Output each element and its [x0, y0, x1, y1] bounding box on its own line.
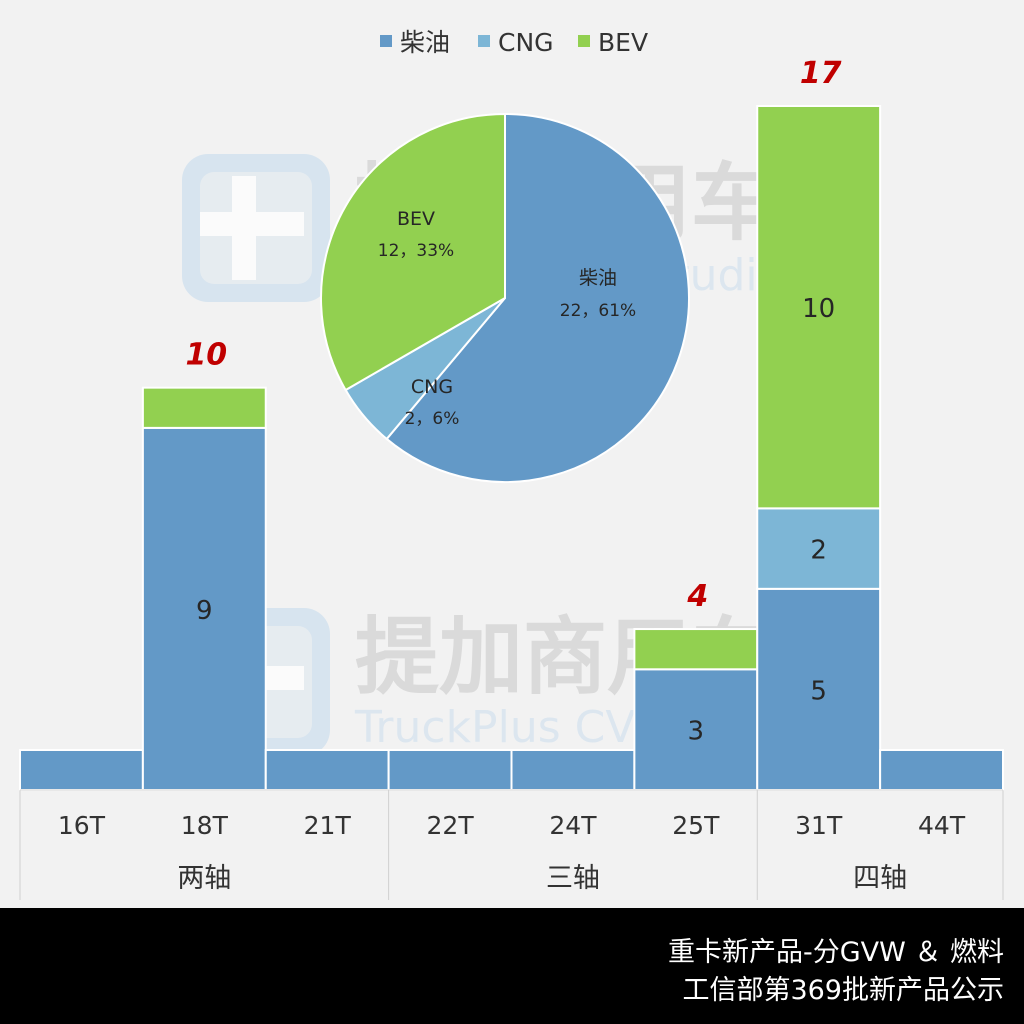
pie-chart: 柴油 22，61% CNG 2，6% BEV 12，33%	[320, 112, 690, 483]
footer-title: 重卡新产品-分GVW ＆ 燃料	[668, 937, 1004, 968]
pie-label-name-BEV: BEV	[397, 208, 435, 230]
group-label-2: 四轴	[853, 863, 907, 894]
legend-swatch-1	[478, 35, 490, 47]
total-label-25T: 4	[686, 579, 708, 614]
bar-segment-31T-BEV	[756, 105, 882, 510]
chart-canvas: 提加商用车 TruckPlus CV studio 提加商用车 TruckPlu…	[19, 28, 1004, 900]
bar-empty-44T	[879, 749, 1004, 791]
pie-slice-BEV	[320, 112, 506, 392]
pie-slice-柴油	[385, 112, 690, 483]
data-label-31T-CNG: 2	[810, 536, 827, 566]
data-label-31T-BEV: 10	[802, 294, 835, 324]
bar-segment-25T-BEV	[633, 628, 759, 671]
tick-label-18T: 18T	[181, 811, 229, 840]
tick-label-21T: 21T	[304, 811, 352, 840]
total-label-18T: 10	[185, 338, 227, 373]
bar-empty-16T	[19, 749, 144, 791]
pie-label-name-柴油: 柴油	[579, 267, 617, 289]
group-label-0: 两轴	[177, 863, 231, 894]
bar-plot: 9 10 3 4 5 2 10 17	[19, 56, 1004, 792]
bar-segment-31T-CNG	[756, 507, 882, 590]
chart-legend: 柴油 CNG BEV	[380, 28, 648, 57]
tick-label-25T: 25T	[672, 811, 720, 840]
x-axis: 16T 18T 21T 22T 24T 25T 31T 44T 两轴 三轴 四轴	[19, 789, 1004, 900]
group-label-1: 三轴	[546, 863, 600, 894]
bar-empty-22T	[387, 749, 513, 791]
footer-subtitle: 工信部第369批新产品公示	[682, 975, 1004, 1006]
legend-label-0: 柴油	[400, 28, 450, 57]
total-label-31T: 17	[800, 56, 842, 91]
pie-label-name-CNG: CNG	[411, 376, 453, 398]
pie-label-value-CNG: 2，6%	[405, 409, 460, 429]
legend-label-2: BEV	[598, 28, 648, 57]
legend-label-1: CNG	[498, 28, 554, 57]
footer: 重卡新产品-分GVW ＆ 燃料 工信部第369批新产品公示	[0, 908, 1024, 1024]
bar-empty-21T	[264, 749, 390, 791]
tick-label-44T: 44T	[918, 811, 966, 840]
tick-label-22T: 22T	[427, 811, 475, 840]
data-label-25T-柴油: 3	[688, 717, 705, 747]
tick-label-16T: 16T	[58, 811, 106, 840]
data-label-31T-柴油: 5	[810, 676, 827, 706]
tick-label-24T: 24T	[549, 811, 597, 840]
bar-empty-24T	[510, 749, 636, 791]
truckplus-logo-icon	[182, 154, 330, 302]
legend-swatch-2	[578, 35, 590, 47]
pie-label-value-柴油: 22，61%	[560, 301, 636, 321]
tick-label-31T: 31T	[795, 811, 843, 840]
bar-segment-18T-BEV	[141, 386, 267, 429]
data-label-18T-柴油: 9	[196, 596, 213, 626]
legend-swatch-0	[380, 35, 392, 47]
pie-label-value-BEV: 12，33%	[378, 241, 454, 261]
bar-segment-31T-柴油	[756, 587, 882, 792]
